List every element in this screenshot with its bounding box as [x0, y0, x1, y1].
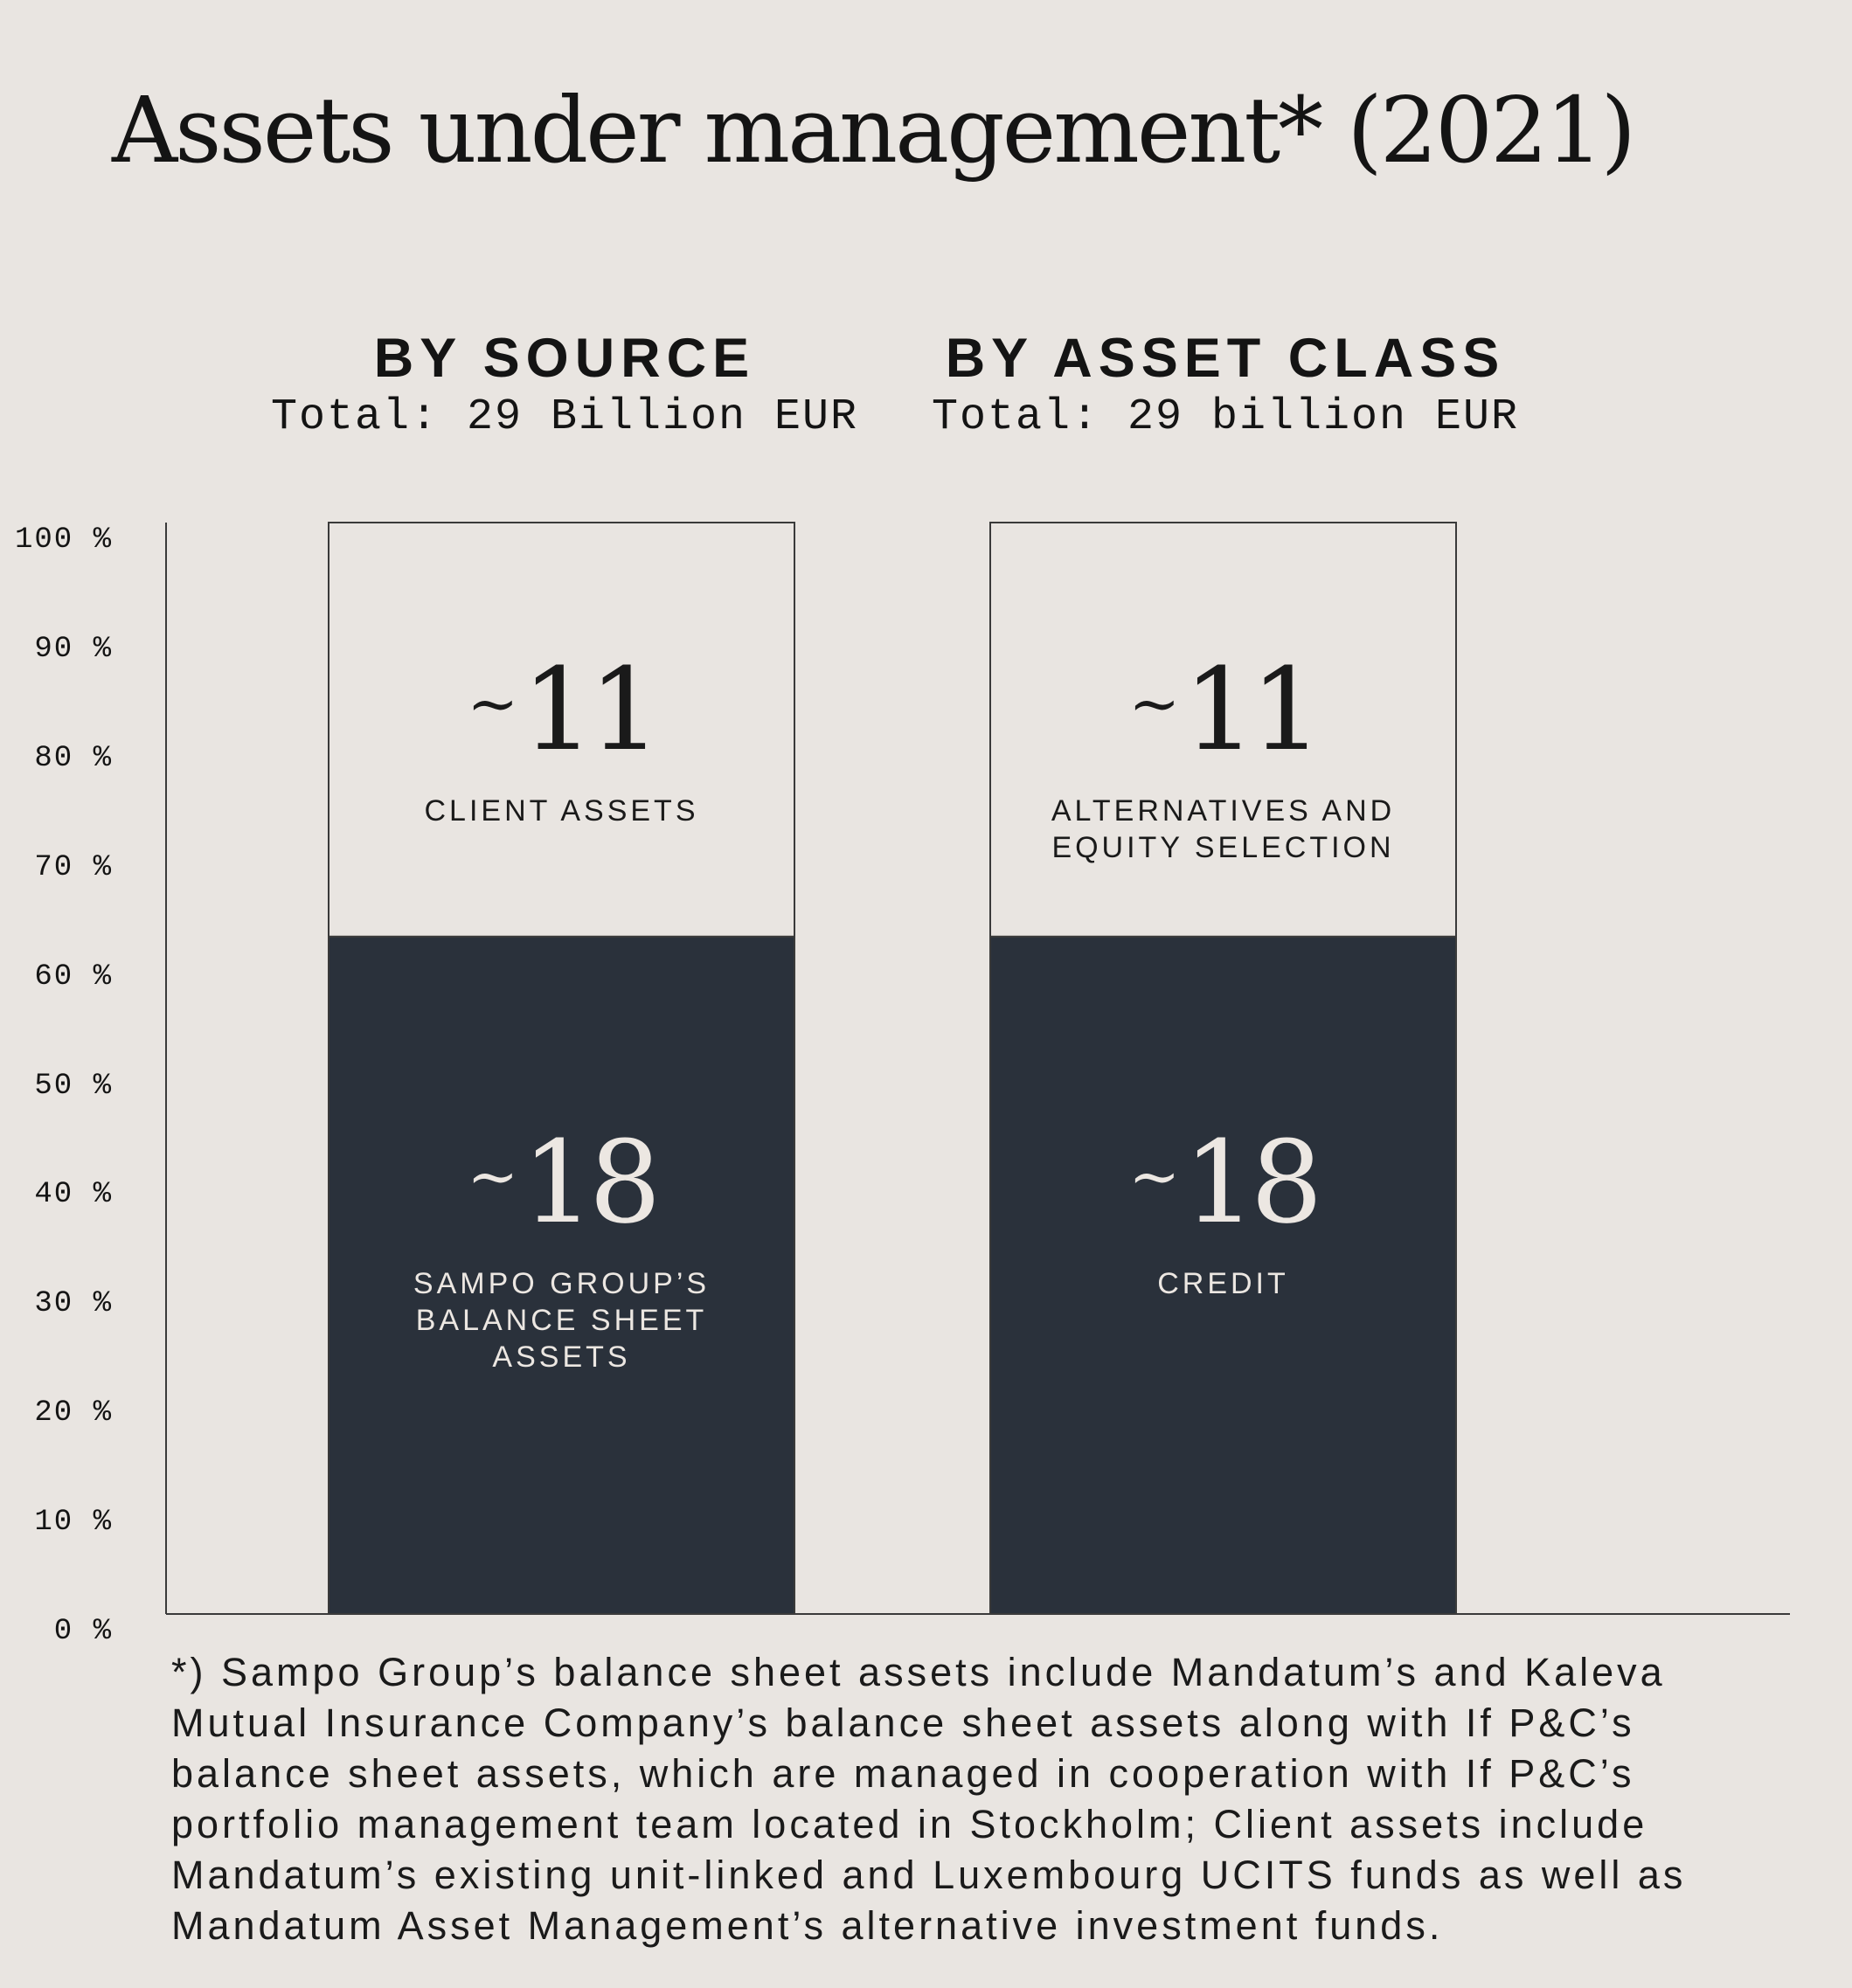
bar-segment [328, 522, 795, 938]
segment-label-group: ~18 CREDIT [990, 1119, 1456, 1302]
segment-label-group: ~11 ALTERNATIVES AND EQUITY SELECTION [990, 647, 1456, 866]
segment-label-group: ~11 CLIENT ASSETS [329, 647, 794, 829]
y-tick-label: 0 % [53, 1615, 113, 1648]
segment-value: ~11 [329, 647, 794, 766]
bar-heading-by-source: BY SOURCE Total: 29 Billion EUR [259, 328, 871, 447]
segment-category-label: ALTERNATIVES AND EQUITY SELECTION [1051, 794, 1396, 865]
bar-segment [328, 935, 795, 1616]
y-tick-label: 80 % [34, 741, 113, 775]
y-tick-label: 90 % [34, 632, 113, 666]
bar-segment [989, 522, 1457, 938]
segment-category-label: CLIENT ASSETS [424, 794, 699, 828]
segment-value: ~18 [329, 1119, 794, 1239]
y-tick-label: 10 % [34, 1506, 113, 1540]
y-tick-label: 60 % [34, 959, 113, 994]
segment-value-number: 11 [522, 643, 661, 777]
y-tick-label: 50 % [34, 1069, 113, 1103]
segment-value: ~18 [990, 1119, 1456, 1239]
segment-category-label: SAMPO GROUP’S BALANCE SHEET ASSETS [413, 1267, 711, 1375]
approx-tilde: ~ [467, 1140, 523, 1213]
segment-value-number: 18 [1183, 1116, 1322, 1250]
stacked-bar-chart [165, 522, 1790, 1616]
bar-heading-total: Total: 29 Billion EUR [270, 392, 859, 442]
segment-value-number: 11 [1183, 643, 1322, 777]
bar-segment [989, 935, 1457, 1616]
segment-value: ~11 [990, 647, 1456, 766]
bar-heading-title: BY ASSET CLASS [945, 328, 1506, 389]
y-tick-label: 20 % [34, 1396, 113, 1430]
bar-heading-title: BY SOURCE [373, 328, 756, 389]
bar-heading-total: Total: 29 billion EUR [931, 392, 1520, 442]
y-tick-label: 100 % [14, 523, 113, 557]
y-tick-label: 70 % [34, 850, 113, 884]
segment-value-number: 18 [522, 1116, 661, 1250]
page-title: Assets under management* (2021) [112, 77, 1636, 184]
segment-label-group: ~18 SAMPO GROUP’S BALANCE SHEET ASSETS [329, 1119, 794, 1375]
footnote: *) Sampo Group’s balance sheet assets in… [171, 1650, 1687, 1948]
y-tick-label: 40 % [34, 1178, 113, 1212]
approx-tilde: ~ [467, 668, 523, 740]
bar-heading-by-asset-class: BY ASSET CLASS Total: 29 billion EUR [919, 328, 1531, 447]
approx-tilde: ~ [1128, 668, 1184, 740]
y-tick-label: 30 % [34, 1287, 113, 1321]
segment-category-label: CREDIT [1157, 1267, 1289, 1301]
approx-tilde: ~ [1128, 1140, 1184, 1213]
